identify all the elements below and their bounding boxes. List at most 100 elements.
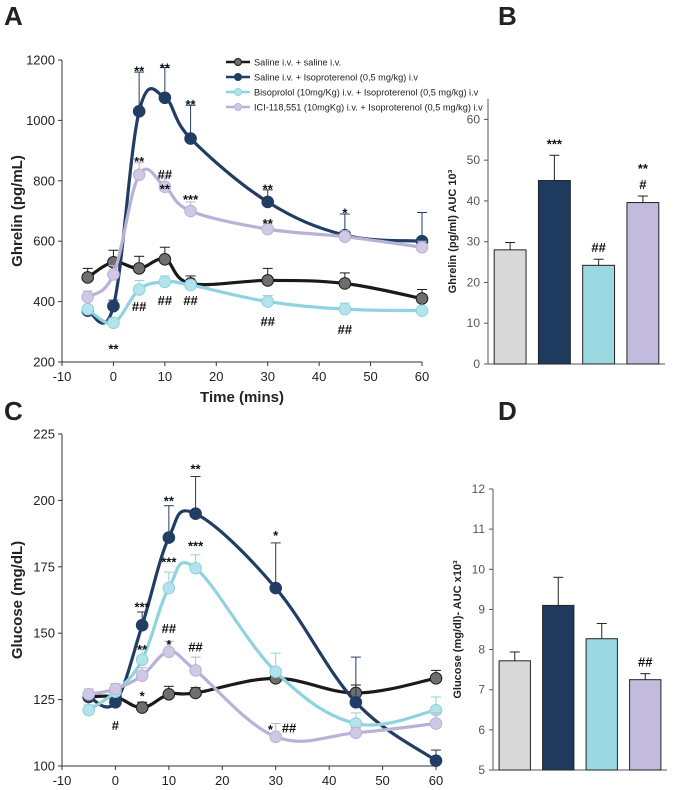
significance-label: * — [273, 528, 279, 543]
data-point — [269, 665, 283, 679]
y-axis-title: Ghrelin (pg/mL) — [9, 155, 26, 267]
y-tick-label: 0 — [473, 357, 480, 371]
panel-letter: D — [498, 396, 517, 426]
x-tick-label: -10 — [53, 369, 72, 384]
significance-label: ** — [186, 97, 197, 112]
panel-b: 0 10 20 30 40 50 60 Ghrelin (pg/ml) AUC 10³ *** #… — [447, 99, 665, 371]
y-tick-label: 6 — [478, 723, 485, 737]
series-3 — [82, 640, 443, 744]
y-tick-label: 10 — [472, 562, 486, 576]
y-tick-label: 150 — [33, 626, 55, 641]
data-point — [162, 687, 176, 701]
x-tick-label: 0 — [110, 369, 117, 384]
legend-entry: Saline i.v. + Isoproterenol (0,5 mg/kg) … — [254, 73, 418, 83]
significance-label: ** — [191, 462, 202, 477]
data-point — [158, 275, 172, 289]
y-tick-label: 225 — [33, 427, 55, 442]
bar — [626, 202, 660, 365]
legend-entry: ICI-118,551 (10mgKg) i.v. + Isoprotereno… — [254, 103, 483, 113]
data-point — [109, 682, 122, 696]
data-point — [81, 290, 95, 304]
y-axis-title: Glucose (mg/dl)- AUC x10³ — [452, 560, 464, 699]
bar — [585, 638, 618, 771]
data-point — [269, 730, 283, 744]
legend-swatch-marker — [234, 88, 242, 96]
y-tick-label: 1000 — [26, 113, 55, 128]
significance-label: ** — [638, 161, 649, 176]
significance-label: *** — [135, 600, 151, 615]
data-point — [82, 703, 96, 717]
data-point — [184, 132, 197, 145]
significance-label: # — [639, 177, 647, 192]
legend-swatch-marker — [234, 58, 242, 66]
y-tick-label: 8 — [478, 643, 485, 657]
significance-label: *** — [161, 554, 177, 569]
x-tick-label: 60 — [415, 369, 429, 384]
y-tick-label: 200 — [33, 493, 55, 508]
significance-label: ## — [158, 293, 173, 308]
panel-letters: A B C D — [4, 1, 517, 426]
legend-swatch-marker — [234, 103, 242, 111]
data-point — [81, 271, 95, 284]
legend: Saline i.v. + saline i.v. Saline i.v. + I… — [226, 58, 483, 113]
significance-label: ** — [263, 181, 274, 196]
data-point — [82, 687, 96, 701]
panel-letter: C — [4, 396, 23, 426]
data-point — [429, 717, 443, 730]
x-tick-label: 60 — [429, 773, 443, 788]
series-line — [86, 167, 424, 299]
bar — [582, 264, 616, 365]
significance-label: ## — [162, 621, 177, 636]
data-point — [415, 304, 429, 317]
y-tick-label: 20 — [467, 275, 481, 289]
data-point — [415, 292, 429, 305]
significance-label: * — [166, 637, 172, 652]
bar — [498, 660, 531, 771]
data-point — [107, 268, 120, 281]
significance-label: ## — [338, 322, 353, 337]
y-tick-label: 11 — [473, 522, 486, 536]
y-tick-label: 40 — [467, 194, 481, 208]
legend-entry: Bisoprolol (10mg/Kg) i.v. + Isoprotereno… — [254, 88, 479, 98]
bar — [542, 604, 575, 771]
data-point — [415, 240, 429, 254]
data-point — [162, 581, 176, 595]
significance-label: ## — [591, 240, 606, 255]
y-axis-title: Ghrelin (pg/ml) AUC 10³ — [447, 169, 459, 293]
series-2 — [81, 275, 429, 330]
x-tick-label: 20 — [215, 773, 229, 788]
data-point — [135, 653, 149, 667]
y-tick-label: 1200 — [26, 53, 55, 68]
data-point — [261, 274, 275, 287]
data-point — [189, 664, 202, 677]
y-axis-title: Glucose (mg/dL) — [9, 541, 26, 659]
significance-label: ## — [132, 299, 147, 314]
data-point — [109, 695, 122, 709]
significance-label: ** — [160, 61, 171, 76]
significance-label: * — [268, 722, 274, 737]
data-point — [81, 302, 95, 316]
x-tick-label: 50 — [363, 369, 377, 384]
significance-label: ** — [137, 642, 148, 657]
significance-label: ** — [160, 181, 171, 196]
significance-label: * — [342, 206, 348, 221]
y-tick-label: 800 — [33, 173, 55, 188]
data-point — [184, 278, 197, 292]
y-tick-label: 175 — [33, 559, 55, 574]
data-point — [158, 253, 172, 266]
data-point — [135, 669, 149, 682]
data-point — [132, 105, 146, 118]
data-point — [132, 262, 146, 275]
significance-label: *** — [547, 136, 563, 151]
data-point — [338, 302, 352, 316]
x-tick-label: 20 — [209, 369, 223, 384]
y-tick-label: 5 — [478, 763, 485, 777]
significance-label: ** — [134, 64, 145, 79]
y-tick-label: 12 — [472, 482, 486, 496]
significance-label: ## — [282, 720, 297, 735]
y-tick-label: 9 — [478, 602, 485, 616]
significance-label: ** — [263, 216, 274, 231]
data-point — [135, 701, 149, 714]
data-point — [338, 230, 352, 243]
